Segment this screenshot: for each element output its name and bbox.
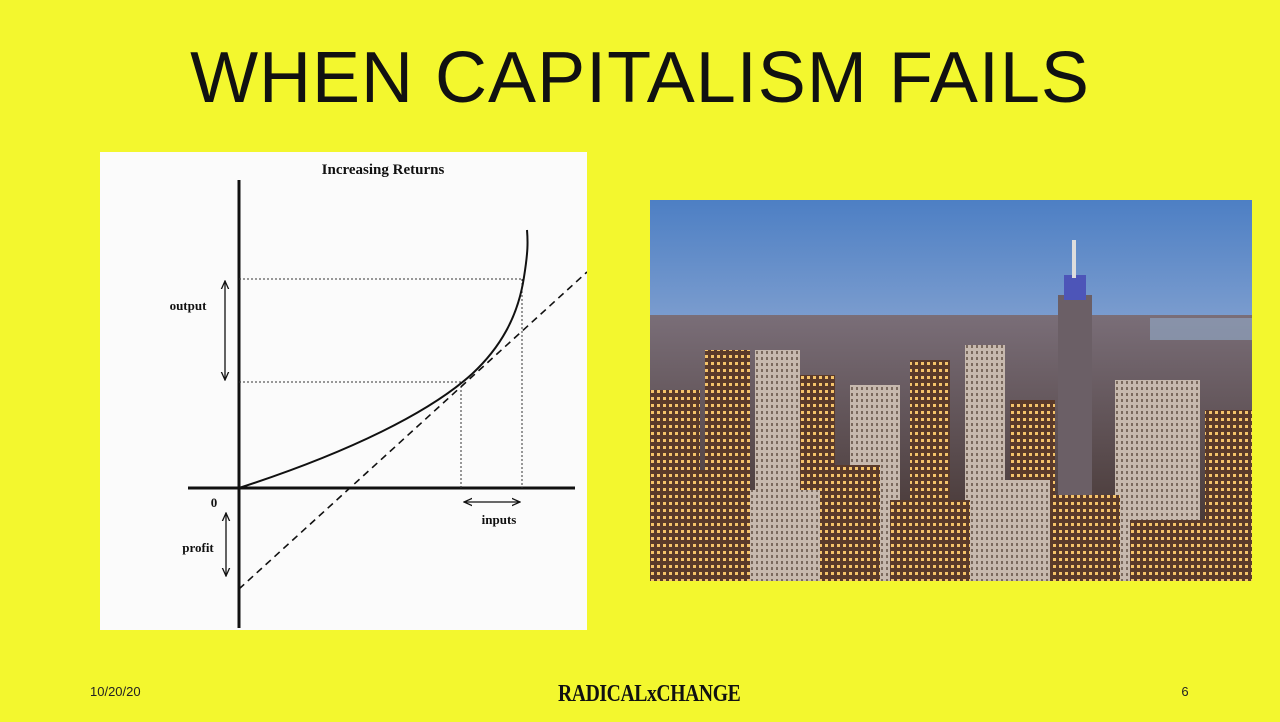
- profit-label: profit: [182, 540, 214, 555]
- output-label: output: [170, 298, 208, 313]
- tangent-line: [238, 271, 587, 590]
- origin-label: 0: [211, 495, 218, 510]
- diagram-title: Increasing Returns: [322, 162, 445, 178]
- radicalxchange-logo: RADICALxCHANGE: [558, 681, 741, 707]
- inputs-label: inputs: [482, 512, 517, 527]
- diagram-svg: Increasing Returns output profit inputs …: [170, 162, 587, 628]
- river: [1150, 318, 1252, 340]
- page-number: 6: [1181, 684, 1189, 699]
- returns-curve: [238, 229, 529, 489]
- city-skyline-photo: [650, 200, 1252, 581]
- skyline-illustration: [650, 200, 1252, 581]
- increasing-returns-diagram: Increasing Returns output profit inputs …: [100, 152, 587, 630]
- slide-title: WHEN CAPITALISM FAILS: [190, 38, 1090, 118]
- slide-date: 10/20/20: [90, 684, 141, 699]
- tall-tower: [1058, 295, 1092, 495]
